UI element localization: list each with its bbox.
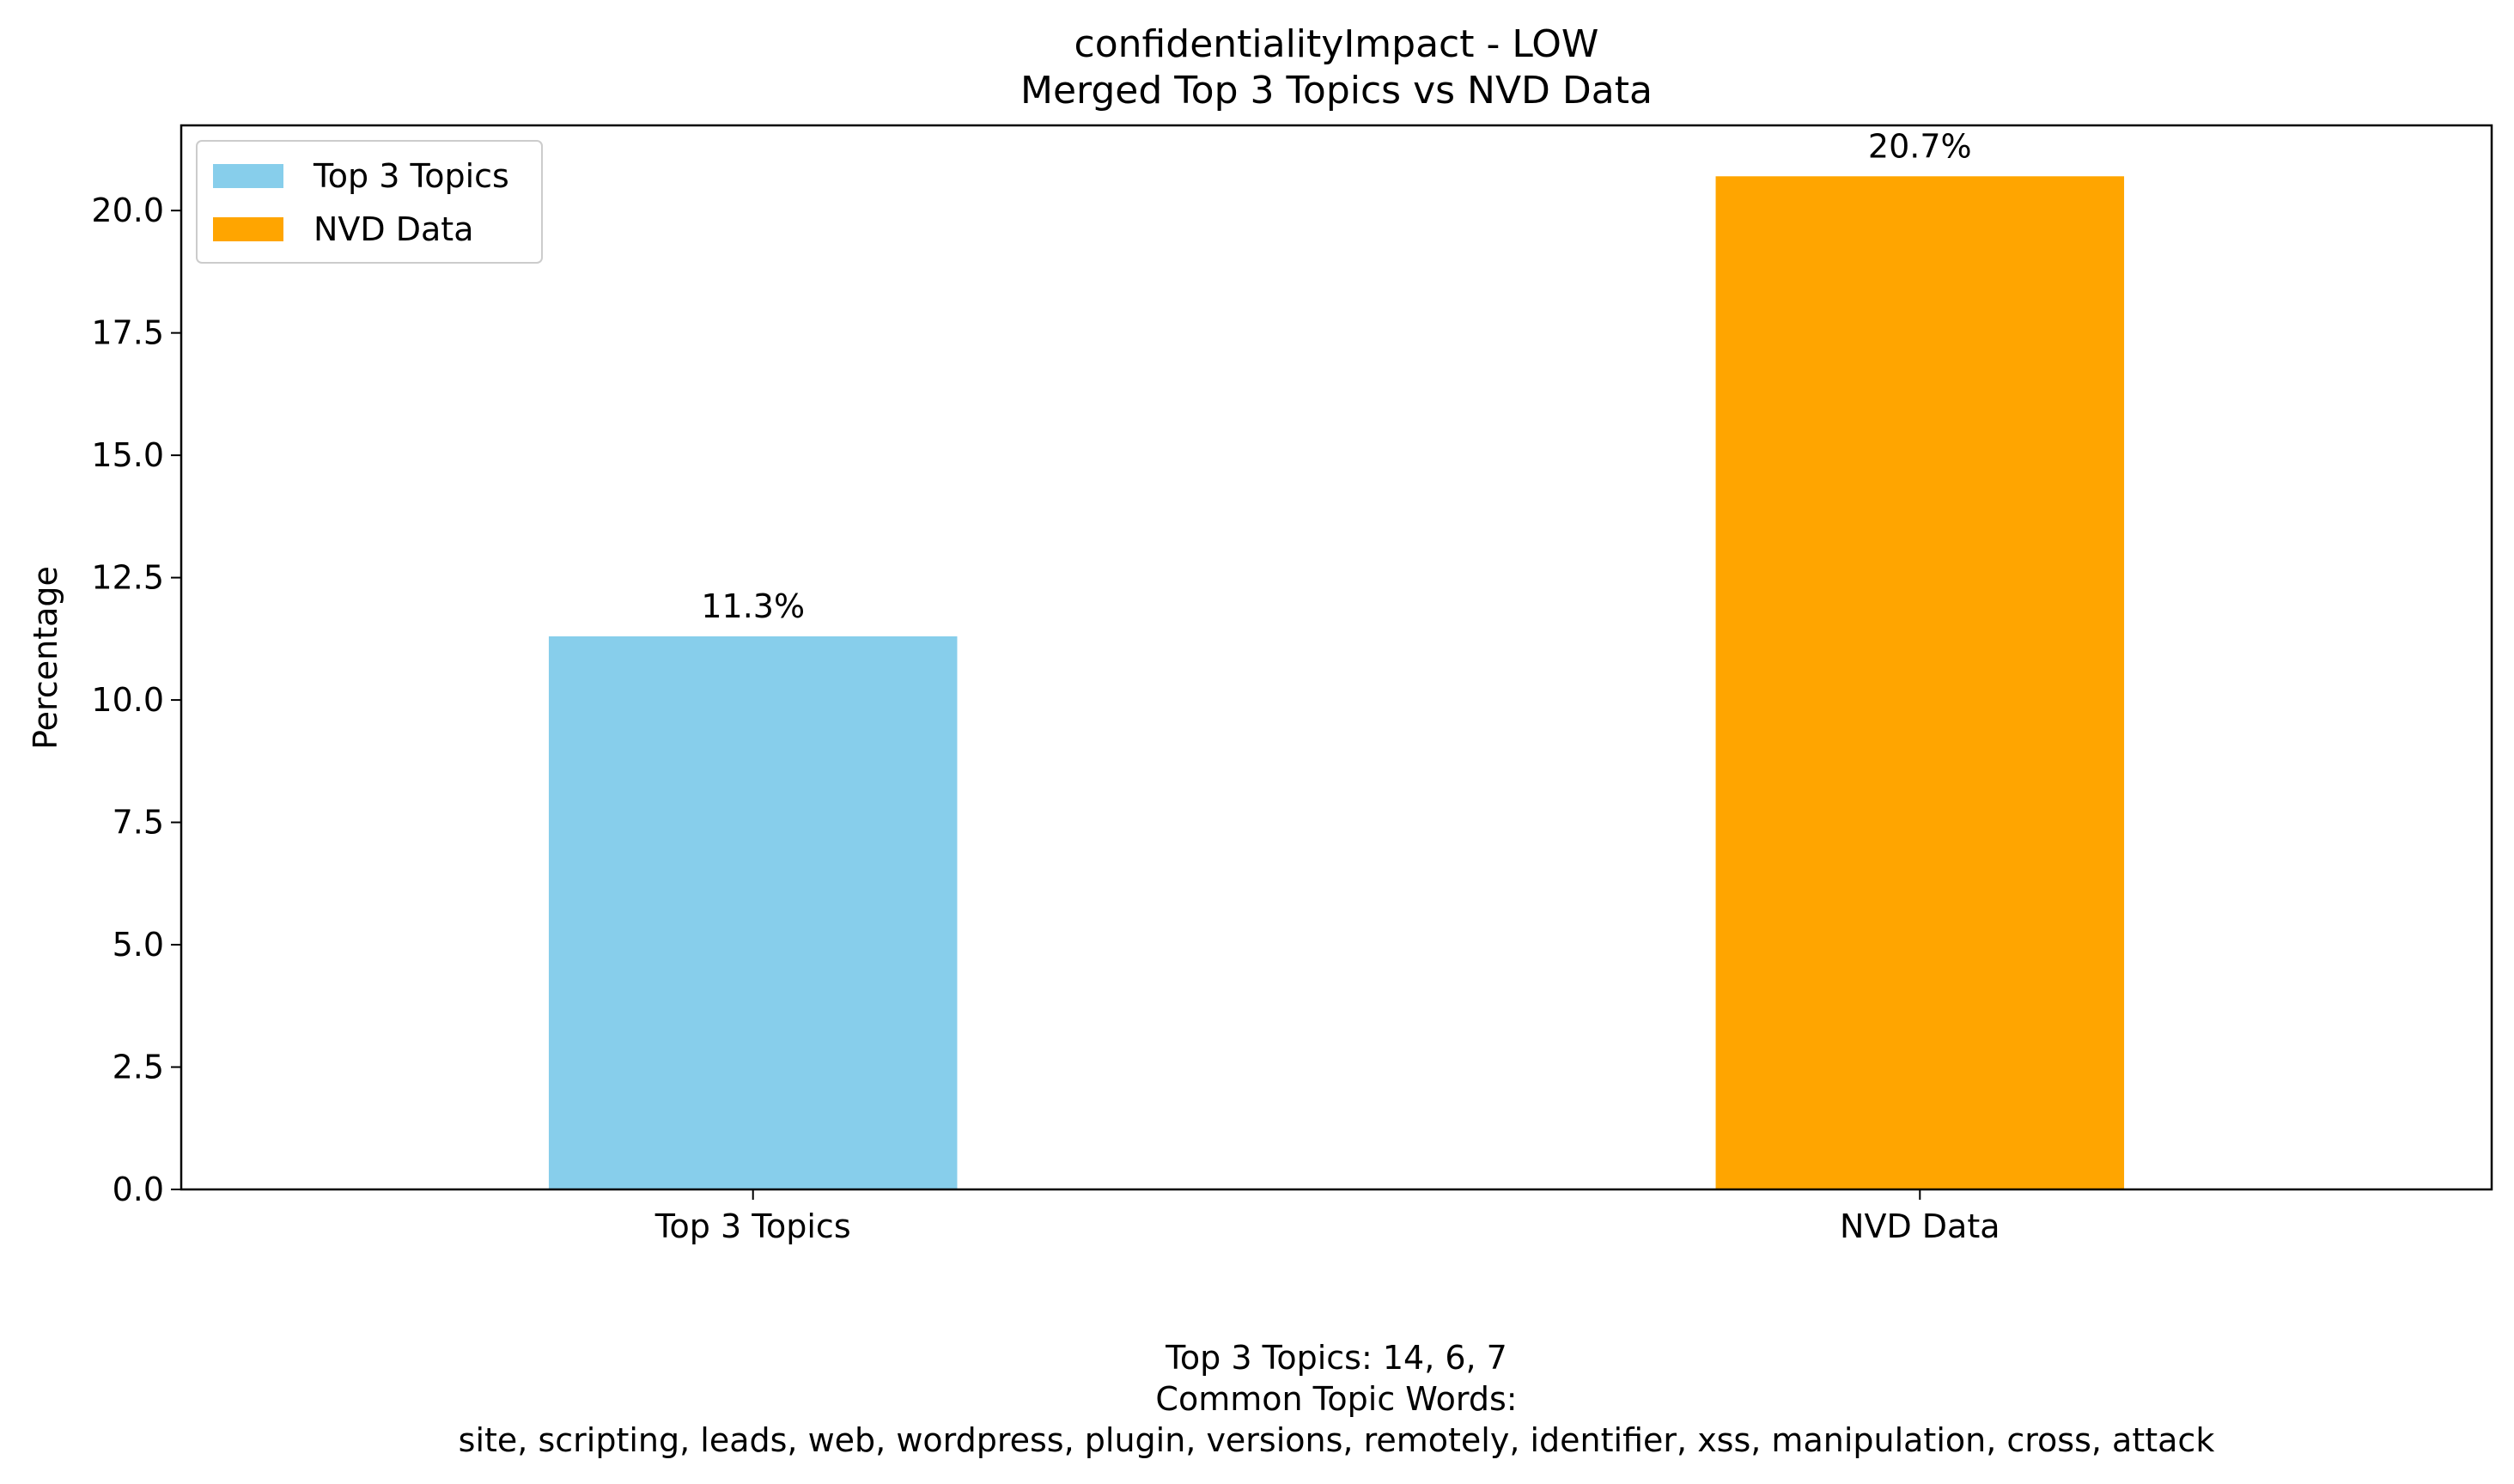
caption-common-words-list: site, scripting, leads, web, wordpress, … [459, 1421, 2215, 1459]
y-tick-label: 12.5 [91, 559, 164, 597]
y-tick-label: 20.0 [91, 192, 164, 229]
x-tick-label: NVD Data [1840, 1207, 2000, 1245]
bar-value-label: 11.3% [701, 587, 805, 625]
legend-swatch-top3 [213, 164, 283, 188]
chart-title: confidentialityImpact - LOW [1074, 22, 1599, 66]
y-tick-label: 10.0 [91, 681, 164, 719]
legend: Top 3 Topics NVD Data [196, 140, 543, 264]
bar [548, 636, 958, 1189]
bar-value-labels: 11.3% 20.7% [701, 127, 1971, 625]
y-tick-label: 2.5 [113, 1049, 164, 1086]
y-axis-label: Percentage [27, 566, 64, 750]
y-tick-label: 15.0 [91, 436, 164, 474]
legend-label-nvd: NVD Data [313, 210, 474, 248]
x-tick-label: Top 3 Topics [654, 1207, 851, 1245]
y-axis-ticks: 0.0 2.5 5.0 7.5 10.0 12.5 15.0 17.5 20.0 [91, 192, 181, 1208]
caption-top-topics: Top 3 Topics: 14, 6, 7 [1165, 1339, 1507, 1377]
chart-subtitle: Merged Top 3 Topics vs NVD Data [1020, 69, 1653, 113]
bars [548, 176, 2125, 1190]
y-tick-label: 0.0 [113, 1171, 164, 1208]
legend-label-top3: Top 3 Topics [313, 157, 509, 195]
y-tick-label: 5.0 [113, 926, 164, 964]
caption-common-words-heading: Common Topic Words: [1155, 1380, 1517, 1418]
bar-value-label: 20.7% [1868, 127, 1972, 165]
bar [1715, 176, 2125, 1190]
y-tick-label: 17.5 [91, 314, 164, 352]
y-tick-label: 7.5 [113, 804, 164, 842]
x-axis-ticks: Top 3 Topics NVD Data [654, 1189, 2000, 1245]
legend-swatch-nvd [213, 217, 283, 241]
plot-frame [180, 124, 2493, 1191]
